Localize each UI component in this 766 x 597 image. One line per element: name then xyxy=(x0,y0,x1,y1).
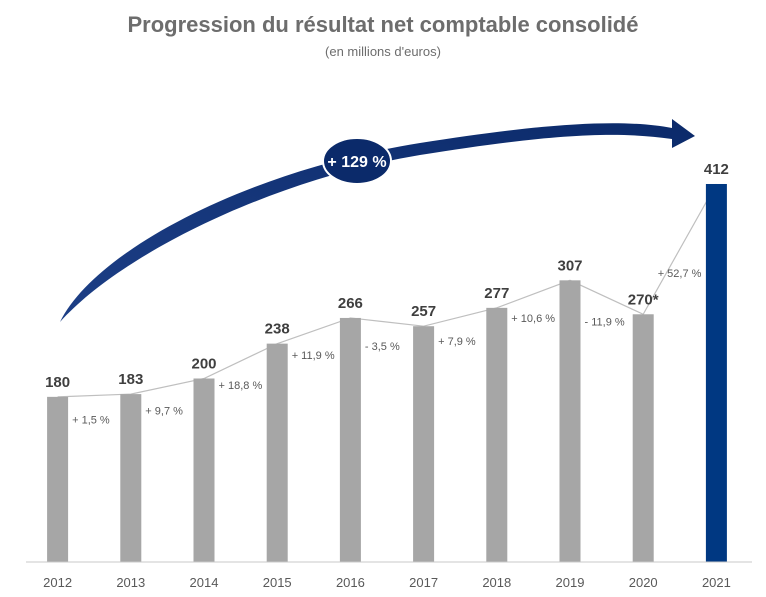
chart-subtitle: (en millions d'euros) xyxy=(325,44,441,59)
x-tick-label-2016: 2016 xyxy=(336,575,365,590)
labels: 180 2012 183 2013 200 2014 238 2015 266 2016 257 20… xyxy=(43,161,731,590)
value-label-2012: 180 xyxy=(45,374,70,391)
bars xyxy=(47,183,727,563)
growth-badge-label: + 129 % xyxy=(327,154,386,171)
change-label-2015: + 18,8 % xyxy=(219,380,263,392)
value-label-2020: 270* xyxy=(628,291,659,308)
change-label-2019: + 10,6 % xyxy=(511,313,555,325)
value-label-2015: 238 xyxy=(265,321,290,338)
x-tick-label-2018: 2018 xyxy=(482,575,511,590)
value-label-2013: 183 xyxy=(118,371,143,388)
bar-2016 xyxy=(339,317,361,562)
trend-polyline xyxy=(57,183,717,398)
bar-2020 xyxy=(632,314,654,562)
value-label-2014: 200 xyxy=(191,356,216,373)
value-label-2016: 266 xyxy=(338,295,363,312)
bar-2013 xyxy=(120,394,142,562)
bar-2019 xyxy=(559,280,581,562)
x-tick-label-2019: 2019 xyxy=(556,575,585,590)
x-tick-label-2020: 2020 xyxy=(629,575,658,590)
value-label-2019: 307 xyxy=(557,257,582,274)
value-label-2018: 277 xyxy=(484,285,509,302)
value-label-2017: 257 xyxy=(411,303,436,320)
change-label-2018: + 7,9 % xyxy=(438,336,476,348)
x-tick-label-2021: 2021 xyxy=(702,575,731,590)
change-label-2017: - 3,5 % xyxy=(365,341,400,353)
x-tick-label-2012: 2012 xyxy=(43,575,72,590)
change-label-2014: + 9,7 % xyxy=(145,405,183,417)
change-label-2016: + 11,9 % xyxy=(292,350,335,362)
change-label-2013: + 1,5 % xyxy=(72,414,110,426)
value-label-2021: 412 xyxy=(704,161,729,178)
change-label-2020: - 11,9 % xyxy=(585,316,625,328)
bar-2018 xyxy=(486,307,508,562)
x-tick-label-2017: 2017 xyxy=(409,575,438,590)
bar-2012 xyxy=(47,396,69,562)
change-label-2021: + 52,7 % xyxy=(658,268,702,280)
chart-title: Progression du résultat net comptable co… xyxy=(127,12,639,37)
x-tick-label-2013: 2013 xyxy=(116,575,145,590)
bar-2015 xyxy=(266,343,288,562)
bar-2014 xyxy=(193,378,215,562)
x-tick-label-2015: 2015 xyxy=(263,575,292,590)
bar-2017 xyxy=(413,326,435,562)
x-tick-label-2014: 2014 xyxy=(190,575,219,590)
trend-line xyxy=(57,183,717,398)
bar-2021 xyxy=(705,183,727,563)
growth-badge: + 129 % xyxy=(322,137,392,185)
